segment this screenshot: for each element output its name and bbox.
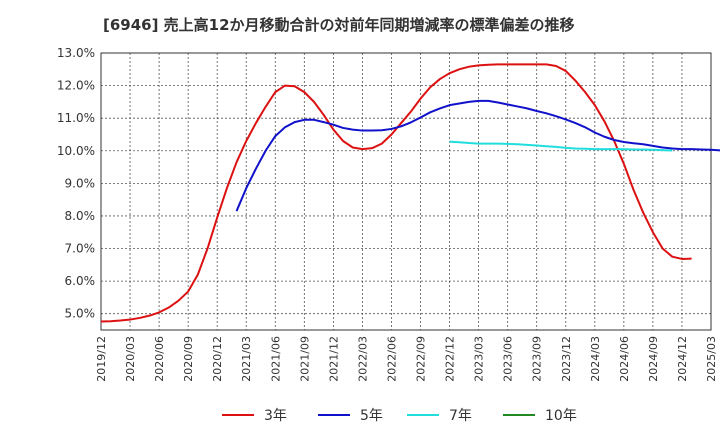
plot-area bbox=[101, 53, 711, 330]
x-axis: 2019/12 2020/03 2020/06 2020/09 2020/12 2021/… bbox=[95, 336, 718, 382]
x-tick-label: 2022/09 bbox=[415, 336, 428, 382]
y-tick-label: 7.0% bbox=[65, 242, 96, 256]
legend: 3年 5年 7年 10年 bbox=[222, 408, 577, 424]
y-tick-label: 12.0% bbox=[57, 79, 95, 93]
series-lines bbox=[100, 63, 720, 323]
plot-frame bbox=[100, 52, 712, 331]
x-tick-label: 2020/06 bbox=[153, 336, 166, 382]
y-tick-label: 6.0% bbox=[65, 274, 96, 288]
y-tick-label: 11.0% bbox=[57, 111, 95, 125]
x-tick-label: 2024/09 bbox=[647, 336, 660, 382]
y-axis: 5.0% 6.0% 7.0% 8.0% 9.0% 10.0% 11.0% 12.0% 13.0% bbox=[57, 46, 95, 321]
x-tick-label: 2022/12 bbox=[444, 336, 457, 382]
x-tick-label: 2020/03 bbox=[124, 336, 137, 382]
y-tick-label: 9.0% bbox=[65, 176, 96, 190]
x-tick-label: 2023/03 bbox=[473, 336, 486, 382]
x-tick-label: 2023/09 bbox=[531, 336, 544, 382]
series-line-2 bbox=[235, 99, 720, 212]
x-tick-label: 2020/09 bbox=[182, 336, 195, 382]
series-line-3 bbox=[449, 140, 673, 152]
x-tick-label: 2023/12 bbox=[560, 336, 573, 382]
x-tick-label: 2025/03 bbox=[705, 336, 718, 382]
legend-label: 10年 bbox=[545, 408, 577, 424]
legend-label: 3年 bbox=[264, 408, 287, 424]
chart-title: [6946] 売上高12か月移動合計の対前年同期増減率の標準偏差の推移 bbox=[103, 16, 575, 34]
y-tick-label: 13.0% bbox=[57, 46, 95, 60]
x-tick-label: 2019/12 bbox=[95, 336, 108, 382]
x-tick-label: 2022/06 bbox=[385, 336, 398, 382]
x-tick-label: 2024/06 bbox=[618, 336, 631, 382]
x-tick-label: 2022/03 bbox=[356, 336, 369, 382]
legend-label: 5年 bbox=[360, 408, 383, 424]
legend-label: 7年 bbox=[449, 408, 472, 424]
series-line-1 bbox=[100, 63, 692, 323]
x-tick-label: 2021/09 bbox=[298, 336, 311, 382]
y-tick-label: 10.0% bbox=[57, 144, 95, 158]
y-tick-label: 5.0% bbox=[65, 307, 96, 321]
x-tick-label: 2021/03 bbox=[240, 336, 253, 382]
x-tick-label: 2023/06 bbox=[502, 336, 515, 382]
x-tick-label: 2024/12 bbox=[676, 336, 689, 382]
y-tick-label: 8.0% bbox=[65, 209, 96, 223]
x-tick-label: 2021/12 bbox=[327, 336, 340, 382]
x-tick-label: 2021/06 bbox=[269, 336, 282, 382]
x-tick-label: 2020/12 bbox=[211, 336, 224, 382]
x-tick-label: 2024/03 bbox=[589, 336, 602, 382]
